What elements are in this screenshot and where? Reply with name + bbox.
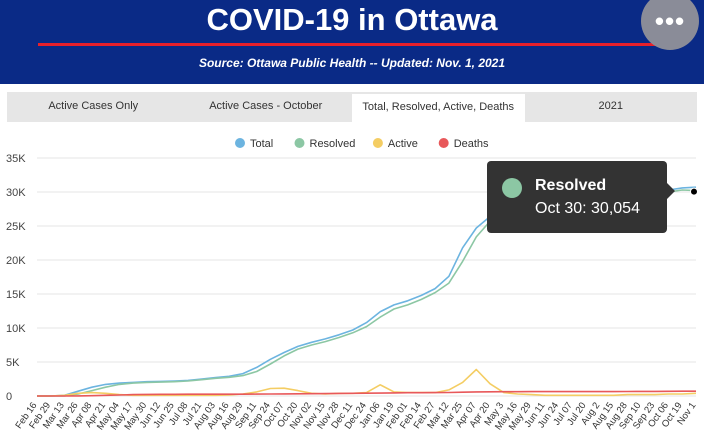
tooltip-value: Oct 30: 30,054 [535,200,640,217]
y-tick-label: 35K [6,153,26,165]
legend-label: Active [388,138,418,150]
legend-label: Deaths [454,138,489,150]
tab-active-cases-only[interactable]: Active Cases Only [48,100,139,112]
y-tick-label: 10K [6,323,26,335]
covid-line-chart: 0 5K 10K 15K 20K 25K 30K 35K Total Resolved Active… [6,138,698,432]
tooltip-series-name: Resolved [535,177,607,194]
legend-marker [294,138,305,148]
chart-tooltip: Resolved Oct 30: 30,054 [487,161,675,233]
tab-active-cases-october[interactable]: Active Cases - October [209,100,323,112]
legend-marker [235,138,245,148]
tooltip-series-dot [502,178,522,198]
more-horizontal-icon: ••• [654,6,686,36]
y-tick-label: 20K [6,255,26,267]
series-line [37,390,696,397]
y-tick-label: 25K [6,221,26,233]
tab-total-resolved-active-deaths[interactable]: Total, Resolved, Active, Deaths [352,94,525,122]
tab-bar: Active Cases Only Active Cases - October… [7,92,697,122]
source-subtitle: Source: Ottawa Public Health -- Updated:… [198,56,506,70]
more-options-button[interactable]: ••• [641,0,699,50]
y-tick-label: 15K [6,289,26,301]
legend-label: Resolved [310,138,356,150]
y-tick-label: 0 [6,391,12,403]
title-underline [38,43,658,46]
page-title: COVID-19 in Ottawa [206,2,498,37]
header-banner: COVID-19 in Ottawa Source: Ottawa Public… [0,0,704,84]
y-tick-label: 30K [6,187,26,199]
y-tick-label: 5K [6,357,20,369]
tab-2021[interactable]: 2021 [598,100,623,112]
highlight-point [690,187,698,196]
tooltip-arrow [667,183,675,199]
legend-marker [372,138,383,148]
legend-marker [438,138,449,148]
legend-label: Total [250,138,273,150]
